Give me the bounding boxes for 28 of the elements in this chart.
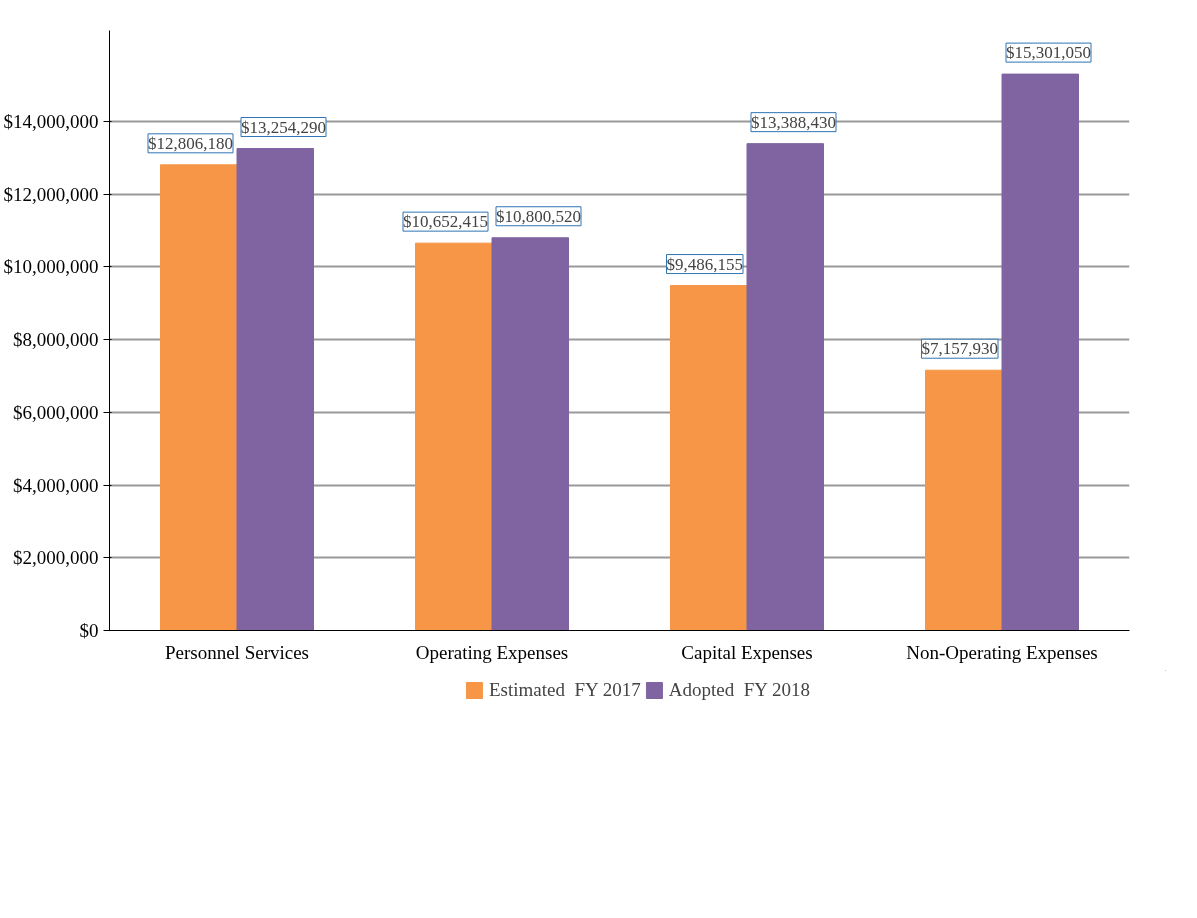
bar: [670, 285, 748, 631]
x-tick-label: Capital Expenses: [681, 641, 813, 663]
bar: [925, 369, 1003, 631]
bar: [415, 242, 493, 631]
legend-label: Estimated FY 2017: [488, 679, 641, 701]
x-tick-label: Personnel Services: [164, 641, 310, 663]
data-label: $7,157,930: [921, 339, 998, 359]
bar: [160, 164, 238, 631]
y-tick-label: $10,000,000: [3, 256, 99, 278]
x-tick-label: Non-Operating Expenses: [906, 641, 1098, 663]
y-tick-label: $8,000,000: [13, 329, 99, 351]
bar: [236, 148, 314, 631]
y-tick-label: $14,000,000: [3, 110, 99, 132]
data-label: $9,486,155: [666, 254, 743, 274]
bar: [491, 237, 569, 631]
legend-label: Adopted FY 2018: [668, 679, 811, 701]
data-label: $10,800,520: [496, 206, 581, 226]
y-tick-label: $2,000,000: [13, 547, 99, 569]
data-label: $13,388,430: [751, 112, 836, 132]
y-tick-label: $12,000,000: [3, 183, 99, 205]
bar: [746, 143, 824, 631]
y-tick-label: $0: [79, 620, 99, 641]
y-tick-label: $6,000,000: [13, 401, 99, 423]
x-tick-label: Operating Expenses: [415, 641, 569, 663]
bar: [1001, 73, 1079, 631]
y-tick-label: $4,000,000: [13, 474, 99, 496]
data-label: $12,806,180: [148, 133, 233, 153]
data-label: $15,301,050: [1006, 43, 1091, 63]
